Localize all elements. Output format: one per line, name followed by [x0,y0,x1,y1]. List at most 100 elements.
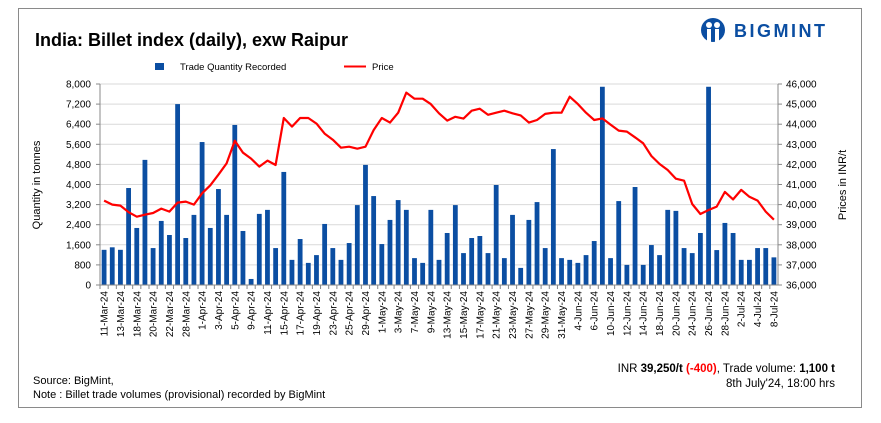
quantity-bar [216,189,221,285]
x-tick-label: 2-Jul-24 [737,291,748,328]
quantity-bar [403,209,409,285]
x-tick-label: 11-Mar-24 [100,291,111,337]
quantity-bar [395,200,401,285]
quantity-bar [624,264,630,285]
x-tick-label: 28-Mar-24 [181,291,192,338]
y-tick-label: 5,600 [66,140,91,151]
x-tick-label: 27-May-24 [524,291,535,339]
quantity-bar [199,142,205,285]
x-tick-label: 19-Apr-24 [312,291,323,336]
quantity-bar [689,253,695,285]
quantity-bar [134,227,140,285]
quantity-bar [559,258,564,285]
x-tick-label: 31-May-24 [557,291,568,339]
quantity-bar [697,232,703,285]
quantity-bar [526,219,532,285]
x-tick-label: 4-Jul-24 [753,291,764,328]
quantity-bar [452,205,458,285]
quantity-bar [297,239,303,285]
quantity-bar [542,248,548,285]
quantity-bar [175,104,181,285]
quantity-bar [118,249,123,285]
y2-axis-label: Prices in INR/t [837,150,849,220]
x-tick-label: 12-Jun-24 [622,291,633,336]
y2-tick-label: 37,000 [786,260,817,271]
quantity-bar [599,86,605,285]
quantity-bar [738,259,744,285]
y-tick-label: 3,200 [66,200,91,211]
x-tick-label: 29-Apr-24 [361,291,372,336]
x-tick-label: 18-Jun-24 [655,291,666,336]
bigmint-logo-icon [701,18,725,43]
price-prefix: INR [617,363,641,375]
y2-tick-label: 36,000 [786,281,817,292]
price-change: (-400) [686,363,717,375]
quantity-bar [714,250,720,285]
quantity-bar [412,258,417,285]
quantity-bar [648,245,654,285]
legend-quantity: Trade Quantity Recorded [180,62,286,73]
x-tick-label: 25-Apr-24 [345,291,356,336]
x-tick-label: 14-Jun-24 [639,291,650,336]
quantity-bar [493,185,499,285]
quantity-bar [371,196,377,285]
x-tick-label: 24-Jun-24 [688,291,699,336]
quantity-bar [191,214,197,285]
quantity-bar [101,249,107,285]
x-tick-label: 22-Mar-24 [165,291,176,338]
quantity-bar [273,248,279,285]
y2-tick-label: 45,000 [786,100,817,111]
legend-price: Price [372,62,394,73]
x-tick-label: 15-Apr-24 [279,291,290,336]
x-tick-label: 23-May-24 [508,291,519,339]
quantity-bar [771,257,777,285]
quantity-bar [183,238,189,285]
y2-tick-label: 41,000 [786,180,817,191]
y2-tick-label: 38,000 [786,240,817,251]
x-tick-label: 1-May-24 [377,291,388,334]
quantity-bar [444,232,450,285]
quantity-bar [322,223,328,285]
quantity-bar [363,164,368,285]
quantity-bar [354,205,360,285]
legend-bar-swatch [155,63,164,70]
quantity-bar [158,220,164,285]
x-tick-label: 3-May-24 [394,291,405,334]
quantity-bar [314,255,319,285]
y2-tick-label: 42,000 [786,160,817,171]
quantity-bar [706,86,711,285]
quantity-bar [591,241,597,285]
quantity-bar [681,248,687,285]
quantity-bar [608,258,613,285]
y-axis-label: Quantity in tonnes [31,140,43,229]
source-text: Source: BigMint, [33,375,114,387]
quantity-bar [428,209,434,285]
quantity-bar [640,264,646,285]
x-tick-label: 6-Jun-24 [590,291,601,331]
quantity-bar [477,236,483,285]
x-tick-label: 17-May-24 [475,291,486,339]
quantity-bar [126,188,131,285]
quantity-bar [232,124,238,285]
y-tick-label: 6,400 [66,120,91,131]
note-text: Note : Billet trade volumes (provisional… [33,389,326,401]
price-summary: INR 39,250/t (-400), Trade volume: 1,100… [618,362,835,392]
quantity-bar [461,253,466,285]
timestamp: 8th July'24, 18:00 hrs [726,378,835,390]
x-tick-label: 1-Apr-24 [198,291,209,330]
x-tick-label: 20-Jun-24 [671,291,682,336]
quantity-bar [330,248,336,285]
quantity-bar [248,278,254,285]
quantity-bar [665,209,671,285]
y-tick-label: 1,600 [66,240,91,251]
y2-tick-label: 39,000 [786,220,817,231]
bigmint-logo: BIGMINT [700,17,828,45]
quantity-bar [420,262,426,285]
quantity-bar [567,259,573,285]
quantity-bar [755,248,760,285]
x-tick-label: 7-May-24 [410,291,421,334]
quantity-bar [338,259,344,285]
quantity-bar [240,230,246,285]
x-tick-label: 13-Mar-24 [116,291,127,338]
volume-label: , Trade volume: [716,363,800,375]
